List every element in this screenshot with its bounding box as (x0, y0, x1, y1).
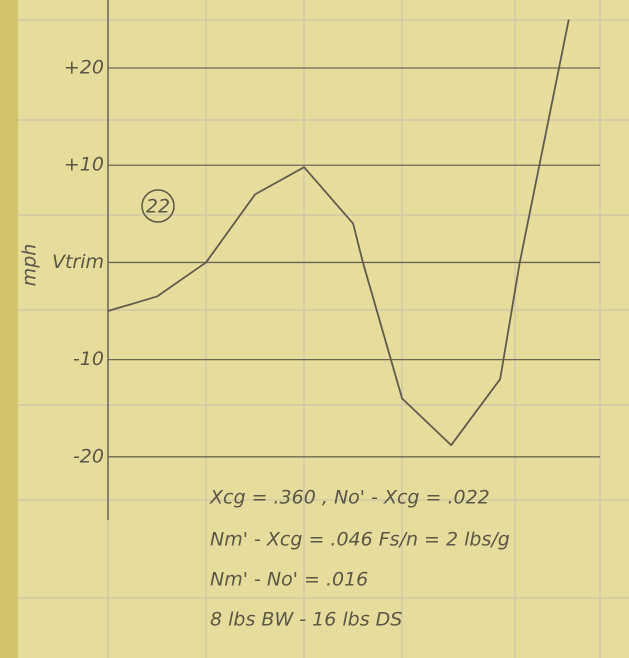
annotation: Nm' - Xcg = .046 Fs/n = 2 lbs/g (210, 529, 510, 551)
y-tick-label: +10 (64, 154, 104, 176)
annotation: Xcg = .360 , No' - Xcg = .022 (209, 487, 490, 509)
y-tick-label: -20 (73, 445, 104, 467)
badge: 22 (146, 196, 170, 218)
paper-edge (0, 0, 18, 658)
y-tick-label: -10 (73, 348, 104, 370)
y-axis-label: mph (19, 244, 41, 287)
annotation: Nm' - No' = .016 (210, 569, 368, 591)
line (107, 19, 570, 447)
badge-circle (141, 189, 175, 223)
paper-grid (18, 0, 629, 658)
y-tick-label: Vtrim (52, 251, 104, 273)
annotation: 8 lbs BW - 16 lbs DS (210, 609, 402, 631)
y-tick-label: +20 (64, 57, 104, 79)
